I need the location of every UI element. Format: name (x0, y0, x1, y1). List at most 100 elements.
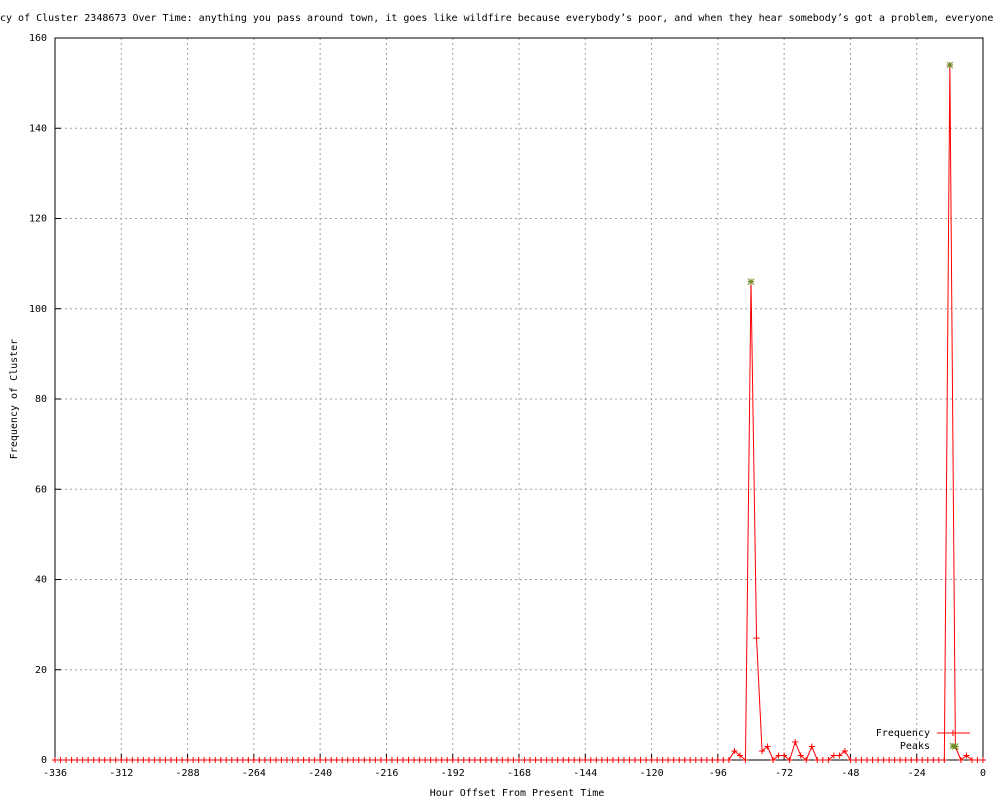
point-marker (333, 757, 340, 763)
point-marker (223, 757, 230, 763)
point-marker (714, 757, 721, 763)
point-marker (377, 757, 384, 763)
point-marker (68, 757, 75, 763)
point-marker (228, 757, 235, 763)
point-marker (830, 752, 837, 759)
point-marker (460, 757, 467, 763)
y-tick-label: 120 (29, 214, 47, 225)
x-tick-label: -264 (242, 768, 266, 779)
point-marker (79, 757, 86, 763)
y-tick-label: 100 (29, 304, 47, 315)
point-marker (852, 757, 859, 763)
point-marker (245, 757, 252, 763)
point-marker (493, 757, 500, 763)
x-tick-label: -216 (374, 768, 398, 779)
point-marker (471, 757, 478, 763)
point-marker (604, 757, 611, 763)
point-marker (488, 757, 495, 763)
point-marker (681, 757, 688, 763)
point-marker (875, 757, 882, 763)
point-marker (272, 757, 279, 763)
point-marker (637, 757, 644, 763)
point-marker (151, 757, 158, 763)
point-marker (814, 757, 821, 763)
point-marker (665, 757, 672, 763)
x-tick-label: -192 (441, 768, 465, 779)
point-marker (576, 757, 583, 763)
point-marker (295, 757, 302, 763)
point-marker (449, 757, 456, 763)
point-marker (847, 757, 854, 763)
point-marker (897, 757, 904, 763)
point-marker (239, 757, 246, 763)
point-marker (764, 743, 771, 750)
point-marker (582, 757, 589, 763)
point-marker (250, 757, 257, 763)
point-marker (85, 757, 92, 763)
point-marker (322, 757, 329, 763)
point-marker (466, 757, 473, 763)
point-marker (129, 757, 136, 763)
point-marker (587, 757, 594, 763)
x-tick-label: -24 (908, 768, 926, 779)
point-marker (808, 743, 815, 750)
point-marker (924, 757, 931, 763)
point-marker (328, 757, 335, 763)
point-marker (405, 757, 412, 763)
y-tick-label: 40 (35, 575, 47, 586)
point-marker (504, 757, 511, 763)
point-marker (692, 757, 699, 763)
x-tick-label: -240 (308, 768, 332, 779)
point-marker (444, 757, 451, 763)
point-marker (598, 757, 605, 763)
legend-label: Frequency (876, 728, 930, 739)
point-marker (433, 757, 440, 763)
point-marker (311, 757, 318, 763)
point-marker (516, 757, 522, 763)
point-marker (825, 757, 832, 763)
point-marker (676, 757, 683, 763)
point-marker (74, 757, 81, 763)
point-marker (968, 757, 975, 763)
point-marker (781, 752, 788, 759)
point-marker (422, 757, 429, 763)
point-marker (759, 747, 766, 754)
point-marker (703, 757, 710, 763)
y-tick-label: 160 (29, 33, 47, 44)
point-marker (565, 757, 572, 763)
x-axis-label: Hour Offset From Present Time (430, 788, 605, 799)
point-marker (256, 757, 263, 763)
point-marker (361, 757, 368, 763)
point-marker (620, 757, 627, 763)
point-marker (168, 757, 174, 763)
point-marker (770, 757, 777, 763)
point-marker (521, 757, 528, 763)
point-marker (880, 757, 887, 763)
point-marker (190, 757, 197, 763)
legend-marker (950, 730, 956, 736)
point-marker (107, 757, 114, 763)
point-marker (803, 757, 810, 763)
point-marker (140, 757, 147, 763)
point-marker (267, 757, 274, 763)
point-marker (90, 757, 97, 763)
point-marker (731, 747, 738, 754)
x-tick-label: -288 (176, 768, 200, 779)
point-marker (632, 757, 638, 763)
point-marker (63, 757, 70, 763)
point-marker (532, 757, 539, 763)
point-marker (306, 757, 313, 763)
point-marker (217, 757, 224, 763)
point-marker (720, 757, 727, 763)
point-marker (670, 757, 677, 763)
legend-marker (949, 742, 957, 750)
point-marker (289, 757, 296, 763)
point-marker (709, 757, 716, 763)
point-marker (819, 757, 826, 763)
point-marker (891, 757, 898, 763)
point-marker (963, 752, 970, 759)
x-tick-label: 0 (980, 768, 986, 779)
point-marker (538, 757, 545, 763)
point-marker (527, 757, 534, 763)
